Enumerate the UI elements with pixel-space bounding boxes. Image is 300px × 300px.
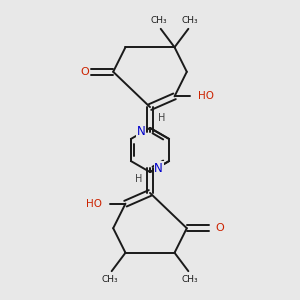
Text: N: N: [154, 162, 163, 175]
Text: CH₃: CH₃: [151, 16, 167, 25]
Text: CH₃: CH₃: [182, 16, 198, 25]
Text: HO: HO: [197, 91, 214, 101]
Text: CH₃: CH₃: [182, 275, 198, 284]
Text: CH₃: CH₃: [102, 275, 118, 284]
Text: HO: HO: [86, 199, 103, 209]
Text: N: N: [137, 125, 146, 138]
Text: O: O: [80, 67, 89, 77]
Text: H: H: [135, 174, 142, 184]
Text: H: H: [158, 113, 165, 123]
Text: O: O: [216, 223, 224, 233]
